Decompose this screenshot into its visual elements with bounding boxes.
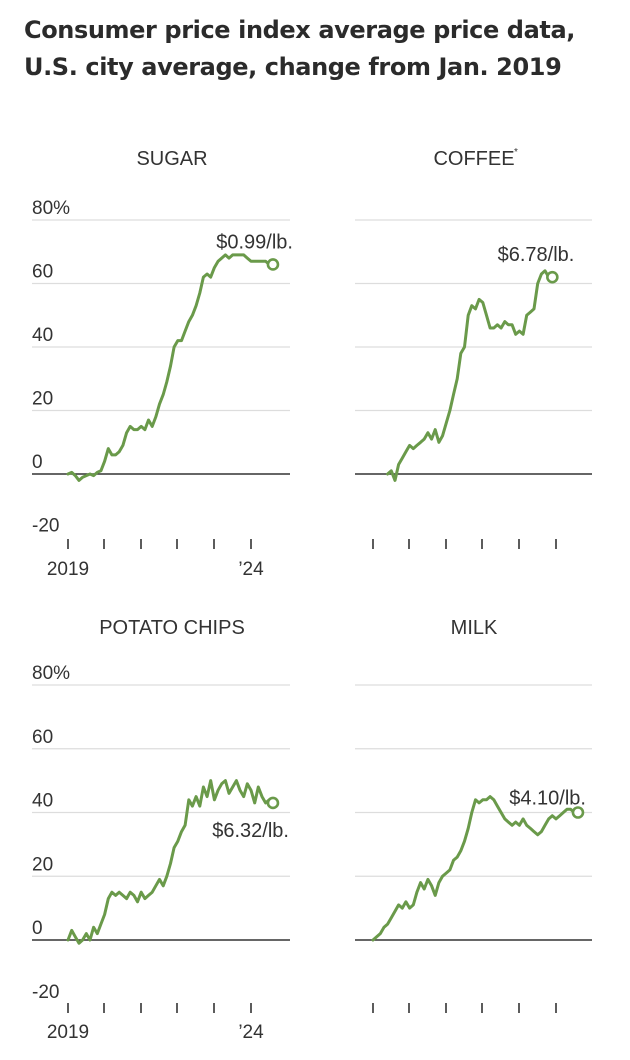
end-point-marker bbox=[546, 270, 559, 284]
y-tick-label: 20 bbox=[32, 854, 53, 875]
x-tick-label: ’24 bbox=[238, 1022, 264, 1043]
chart-panel-coffee: COFFEE * $6.78/lb. bbox=[355, 147, 592, 549]
series-line bbox=[371, 795, 580, 942]
end-value-label: $6.32/lb. bbox=[212, 820, 289, 842]
series-line bbox=[66, 779, 275, 945]
panel-title: MILK bbox=[451, 617, 498, 639]
chart-panel-potato-chips: POTATO CHIPS 80% 60 40 20 0 -20 2019 ’24 $6.32/lb… bbox=[32, 617, 290, 1043]
y-tick-label: 0 bbox=[32, 452, 43, 473]
end-point-marker bbox=[266, 258, 280, 271]
chart-panel-milk: MILK $4.10/lb. bbox=[355, 617, 592, 1013]
panel-title: COFFEE bbox=[433, 148, 514, 170]
end-value-label: $6.78/lb. bbox=[498, 244, 575, 266]
y-tick-label: 40 bbox=[32, 791, 53, 812]
end-value-label: $0.99/lb. bbox=[216, 231, 293, 253]
x-tick-label: ’24 bbox=[238, 559, 264, 580]
y-tick-label: 40 bbox=[32, 325, 53, 346]
y-tick-label: 80% bbox=[32, 663, 70, 684]
y-tick-label: 80% bbox=[32, 198, 70, 219]
chart-headline: Consumer price index average price data,… bbox=[24, 12, 614, 86]
x-tick-label: 2019 bbox=[47, 1022, 89, 1043]
y-tick-label: -20 bbox=[32, 516, 59, 537]
y-tick-label: 60 bbox=[32, 262, 53, 283]
panel-title: SUGAR bbox=[136, 148, 207, 170]
x-tick-label: 2019 bbox=[47, 559, 89, 580]
chart-headline-line2: U.S. city average, change from Jan. 2019 bbox=[24, 53, 562, 81]
series-line bbox=[66, 253, 275, 482]
end-value-label: $4.10/lb. bbox=[509, 788, 586, 810]
panel-title: POTATO CHIPS bbox=[99, 617, 245, 639]
end-point-marker bbox=[266, 796, 280, 810]
y-tick-label: 20 bbox=[32, 389, 53, 410]
y-tick-label: 0 bbox=[32, 918, 43, 939]
chart-panel-sugar: SUGAR 80% 60 40 20 0 -20 2019 ’24 $0.99/lb. bbox=[32, 148, 293, 580]
end-point-marker bbox=[571, 806, 585, 819]
y-tick-label: -20 bbox=[32, 982, 59, 1003]
chart-headline-line1: Consumer price index average price data, bbox=[24, 16, 575, 44]
y-tick-label: 60 bbox=[32, 727, 53, 748]
series-line bbox=[386, 269, 554, 482]
footnote-marker: * bbox=[514, 147, 518, 158]
